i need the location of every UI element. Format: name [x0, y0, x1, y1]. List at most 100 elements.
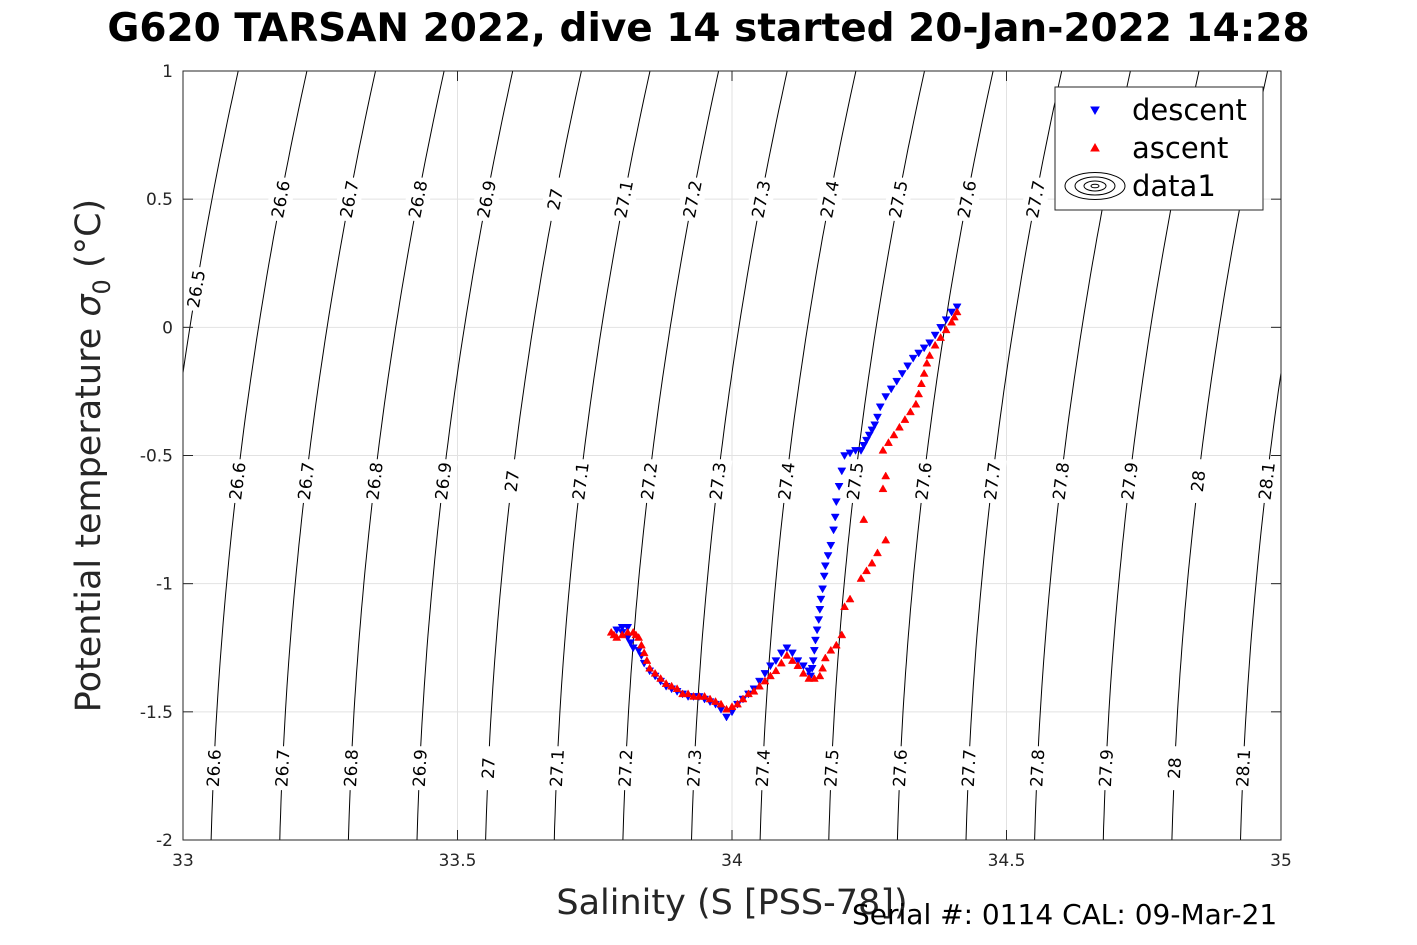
ascent-point [859, 515, 869, 523]
contour-label: 27.8 [1027, 749, 1049, 788]
contour-label: 27.7 [959, 749, 981, 788]
ascent-point [656, 674, 666, 682]
ascent-point [845, 594, 855, 603]
ascent-point [905, 407, 915, 416]
contour-label: 26.6 [226, 461, 251, 501]
descent-point [823, 552, 833, 560]
descent-point [612, 626, 622, 635]
descent-point [862, 436, 871, 445]
descent-point [771, 657, 781, 666]
contour-label-backdrop [882, 175, 915, 224]
descent-point [814, 616, 824, 625]
ascent-point [922, 358, 932, 367]
ascent-point [678, 689, 688, 698]
contour-label: 26.9 [432, 461, 457, 501]
contour-label-backdrop [1046, 457, 1076, 505]
ascent-point [727, 702, 737, 710]
ascent-point [881, 471, 891, 480]
descent-point [870, 421, 880, 430]
ascent-point [765, 671, 775, 680]
contour-label-backdrop [1024, 745, 1051, 791]
ascent-point [776, 658, 786, 667]
y-axis-title-main: Potential temperature [69, 317, 109, 713]
descent-point [798, 662, 808, 671]
descent-point [628, 644, 638, 653]
descent-point [952, 303, 962, 312]
descent-point [787, 649, 797, 658]
descent-point [829, 526, 838, 535]
descent-point [840, 452, 849, 461]
descent-point [820, 562, 830, 571]
contour-label-backdrop [264, 175, 297, 224]
ascent-point [911, 399, 921, 408]
descent-point [875, 403, 885, 412]
descent-point [812, 626, 822, 635]
ascent-point [628, 627, 638, 636]
descent-point [815, 606, 825, 614]
contour-label-backdrop [497, 457, 527, 505]
ascent-point [733, 699, 742, 708]
contour-label: 26.6 [204, 749, 226, 788]
ascent-point [826, 645, 836, 654]
contour-label-backdrop [1161, 745, 1188, 791]
contour-label-backdrop [886, 745, 914, 791]
y-axis-title: Potential temperature σ0 (°C) [69, 199, 116, 712]
ascent-point [840, 602, 849, 610]
legend-descent-marker [1090, 106, 1100, 116]
contour-label-backdrop [180, 265, 212, 313]
ascent-point [947, 317, 957, 326]
ascent-point [771, 666, 781, 675]
contour-label-backdrop [406, 745, 433, 791]
contour-label-backdrop [1230, 745, 1257, 791]
ascent-point [642, 656, 652, 664]
y-tick-label: 0 [162, 318, 173, 338]
contour-label: 26.8 [341, 749, 363, 788]
contour-label-backdrop [1114, 457, 1145, 505]
contour-label: 27.3 [684, 749, 706, 788]
descent-point [947, 308, 957, 317]
ascent-point [793, 661, 803, 669]
ascent-point [815, 671, 825, 680]
descent-point [837, 467, 847, 476]
contour-label-backdrop [333, 175, 366, 224]
contour-label-backdrop [1252, 457, 1282, 505]
contour-label-backdrop [681, 745, 708, 791]
ascent-point [925, 351, 935, 359]
descent-point [809, 647, 819, 655]
contour-label-backdrop [1019, 175, 1052, 224]
contour-label-backdrop [539, 175, 572, 224]
y-tick-label: 1 [162, 62, 173, 82]
contour-label: 27.6 [890, 749, 912, 788]
ascent-point [738, 694, 748, 703]
contour-label: 27.2 [638, 461, 663, 501]
y-axis-title-sigma: σ [69, 293, 109, 317]
ascent-point [639, 648, 649, 657]
contour-label-backdrop [1092, 745, 1120, 791]
contour-label-backdrop [200, 745, 227, 791]
axis-ticks: 33 33.5 34 34.5 35 1 0.5 0 -0.5 -1 -1.5 -2 [140, 62, 1292, 871]
contour-label: 27.4 [753, 749, 775, 788]
descent-point [897, 370, 907, 378]
ascent-point [661, 679, 671, 687]
contour-label-backdrop [291, 457, 321, 505]
contour-label-backdrop [813, 175, 846, 224]
contour-label: 26.7 [295, 461, 320, 501]
contour-label-backdrop [676, 175, 709, 224]
legend-contour-icon [1064, 172, 1126, 200]
ascent-point [878, 445, 888, 454]
ascent-point [787, 656, 797, 664]
contour-label-backdrop [977, 457, 1007, 505]
contour-label: 27.7 [981, 461, 1006, 501]
descent-point [830, 513, 840, 522]
ascent-point [623, 627, 633, 636]
data-series [606, 303, 962, 722]
ascent-point [749, 686, 759, 695]
descent-point [765, 662, 775, 671]
ascent-point [782, 650, 792, 659]
y-tick-label: -1.5 [140, 703, 173, 723]
contour-label: 27.5 [821, 749, 843, 788]
descent-point [919, 344, 929, 353]
x-tick-label: 33.5 [439, 851, 477, 871]
ascent-point [856, 574, 866, 582]
